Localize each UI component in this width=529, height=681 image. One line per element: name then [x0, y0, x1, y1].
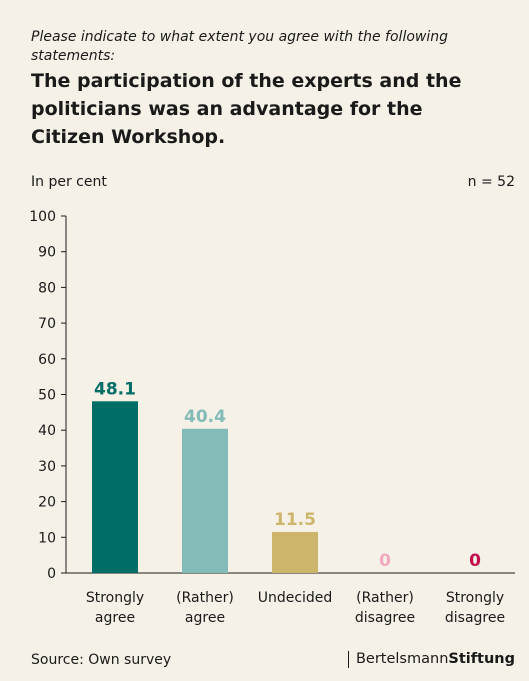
bar-value-label: 11.5 — [274, 510, 316, 530]
y-tick-label: 20 — [38, 495, 56, 511]
y-tick-label: 50 — [38, 388, 56, 404]
y-tick-label: 90 — [38, 245, 56, 261]
chart-title: The participation of the experts and the… — [31, 70, 462, 148]
bar — [182, 428, 228, 573]
y-tick-label: 30 — [38, 459, 56, 475]
source-note: Source: Own survey — [31, 652, 172, 668]
category-label-line: Undecided — [258, 590, 333, 606]
category-label: Undecided — [258, 590, 333, 606]
y-tick-label: 40 — [38, 423, 56, 439]
y-tick-label: 70 — [38, 316, 56, 332]
category-label: (Rather) disagree — [355, 590, 415, 626]
bar-value-label: 48.1 — [94, 379, 136, 399]
brand-name-bold: Stiftung — [448, 651, 515, 667]
y-tick-label: 80 — [38, 280, 56, 296]
unit-label: In per cent — [31, 174, 107, 190]
brand-name-light: Bertelsmann — [355, 651, 449, 667]
bar-value-label: 40.4 — [184, 407, 226, 427]
y-tick-label: 60 — [38, 352, 56, 368]
bar — [92, 401, 138, 573]
category-label-line: agree — [185, 610, 225, 626]
category-label-line: disagree — [445, 610, 505, 626]
y-tick-label: 10 — [38, 530, 56, 546]
category-label-line: Strongly — [86, 590, 144, 606]
bar-value-label: 0 — [469, 551, 481, 571]
category-label: Strongly agree — [86, 590, 144, 626]
sample-size-label: n = 52 — [467, 174, 515, 190]
category-label-line: (Rather) — [356, 590, 414, 606]
bar-chart: 0 10 20 30 40 50 60 70 80 90 100 48.1 Strongly agree 4… — [29, 209, 515, 626]
category-label-line: (Rather) — [176, 590, 234, 606]
category-label-line: disagree — [355, 610, 415, 626]
question-subtitle: Please indicate to what extent you agree… — [31, 29, 448, 64]
y-tick-label: 0 — [47, 566, 56, 582]
bar — [272, 531, 318, 573]
category-label: Strongly disagree — [445, 590, 505, 626]
brand-logo: BertelsmannStiftung — [347, 651, 515, 668]
bar-value-label: 0 — [379, 551, 391, 571]
category-label-line: Strongly — [446, 590, 504, 606]
category-label-line: agree — [95, 610, 135, 626]
category-label: (Rather) agree — [176, 590, 234, 626]
y-tick-label: 100 — [29, 209, 56, 225]
